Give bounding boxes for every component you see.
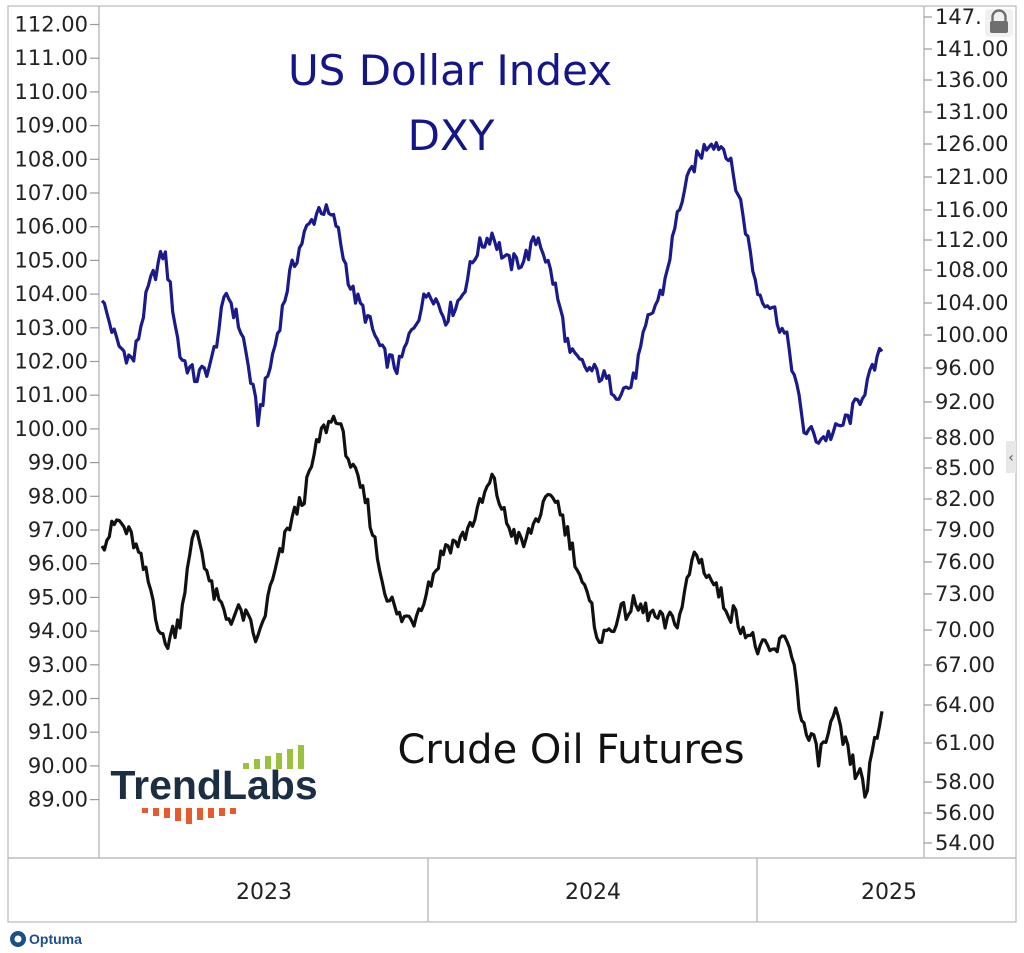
left-tick-label: 96.00 <box>28 552 88 576</box>
chart-subtitle: DXY <box>408 111 495 160</box>
x-label-2024: 2024 <box>565 880 621 905</box>
brand-bar-bottom <box>142 808 148 813</box>
right-tick-label: 79.00 <box>935 518 995 542</box>
left-tick-label: 94.00 <box>28 619 88 643</box>
brand-bar-top <box>287 749 293 769</box>
brand-bars-top <box>243 745 304 769</box>
right-tick-label: 141.00 <box>935 37 1008 61</box>
lock-icon[interactable] <box>985 9 1013 37</box>
right-tick-label: 76.00 <box>935 550 995 574</box>
brand-bar-top <box>276 753 282 769</box>
chart-title: US Dollar Index <box>288 46 612 95</box>
left-tick-label: 101.00 <box>15 383 88 407</box>
right-tick-label: 67.00 <box>935 653 995 677</box>
left-tick-label: 109.00 <box>15 114 88 138</box>
right-tick-label: 58.00 <box>935 770 995 794</box>
brand-bar-bottom <box>175 808 181 821</box>
right-tick-label: 126.00 <box>935 132 1008 156</box>
right-tick-label: 73.00 <box>935 582 995 606</box>
left-tick-label: 112.00 <box>15 13 88 37</box>
left-tick-label: 110.00 <box>15 80 88 104</box>
right-tick-label: 147. <box>935 5 982 29</box>
brand-bar-bottom <box>230 808 236 814</box>
brand-bar-bottom <box>219 808 225 816</box>
left-tick-label: 107.00 <box>15 181 88 205</box>
left-tick-label: 108.00 <box>15 147 88 171</box>
right-tick-label: 108.00 <box>935 258 1008 282</box>
left-tick-label: 89.00 <box>28 788 88 812</box>
brand-bar-top <box>254 759 260 769</box>
right-tick-label: 116.00 <box>935 198 1008 222</box>
left-tick-label: 93.00 <box>28 653 88 677</box>
brand-bar-bottom <box>164 808 170 818</box>
brand-bar-top <box>265 756 271 769</box>
brand-bar-bottom <box>153 808 159 816</box>
right-tick-label: 64.00 <box>935 693 995 717</box>
left-tick-label: 105.00 <box>15 248 88 272</box>
left-tick-label: 92.00 <box>28 687 88 711</box>
right-tick-label: 136.00 <box>935 68 1008 92</box>
oil-annotation: Crude Oil Futures <box>397 727 744 773</box>
right-tick-label: 85.00 <box>935 456 995 480</box>
x-label-2025: 2025 <box>861 880 917 905</box>
left-tick-label: 98.00 <box>28 484 88 508</box>
brand-bar-bottom <box>186 808 192 824</box>
right-tick-label: 96.00 <box>935 356 995 380</box>
chevron-left-icon: ‹ <box>1008 450 1014 466</box>
right-tick-label: 104.00 <box>935 291 1008 315</box>
right-tick-label: 56.00 <box>935 801 995 825</box>
right-axis: 147. 141.00 136.00 131.00 126.00 121.00 116.00… <box>924 5 1008 855</box>
right-tick-label: 92.00 <box>935 390 995 414</box>
right-tick-label: 70.00 <box>935 618 995 642</box>
right-tick-label: 131.00 <box>935 100 1008 124</box>
optuma-logo: Optuma <box>10 931 82 947</box>
left-tick-label: 104.00 <box>15 282 88 306</box>
right-tick-label: 121.00 <box>935 165 1008 189</box>
brand-bars-bottom <box>142 808 236 824</box>
left-axis: 112.00 111.00 110.00 109.00 108.00 107.00 106.… <box>15 13 99 812</box>
optuma-logo-text: Optuma <box>29 931 82 947</box>
left-tick-label: 90.00 <box>28 754 88 778</box>
right-tick-label: 100.00 <box>935 323 1008 347</box>
brand-logo-text: TrendLabs <box>110 762 317 808</box>
oil-series-line <box>100 414 884 799</box>
left-tick-label: 99.00 <box>28 451 88 475</box>
collapse-handle[interactable]: ‹ <box>1006 441 1016 473</box>
right-tick-label: 54.00 <box>935 831 995 855</box>
brand-bar-top <box>298 745 304 769</box>
right-tick-label: 112.00 <box>935 228 1008 252</box>
left-tick-label: 91.00 <box>28 720 88 744</box>
brand-bar-bottom <box>208 808 214 818</box>
left-tick-label: 111.00 <box>15 46 88 70</box>
left-tick-label: 95.00 <box>28 585 88 609</box>
left-tick-label: 103.00 <box>15 316 88 340</box>
left-tick-label: 100.00 <box>15 417 88 441</box>
dxy-series-line <box>100 141 884 445</box>
right-tick-label: 88.00 <box>935 426 995 450</box>
right-tick-label: 82.00 <box>935 487 995 511</box>
brand-bar-top <box>243 763 249 769</box>
right-tick-label: 61.00 <box>935 731 995 755</box>
left-tick-label: 97.00 <box>28 518 88 542</box>
brand-bar-bottom <box>197 808 203 820</box>
x-label-2023: 2023 <box>236 880 292 905</box>
left-tick-label: 106.00 <box>15 215 88 239</box>
left-tick-label: 102.00 <box>15 350 88 374</box>
